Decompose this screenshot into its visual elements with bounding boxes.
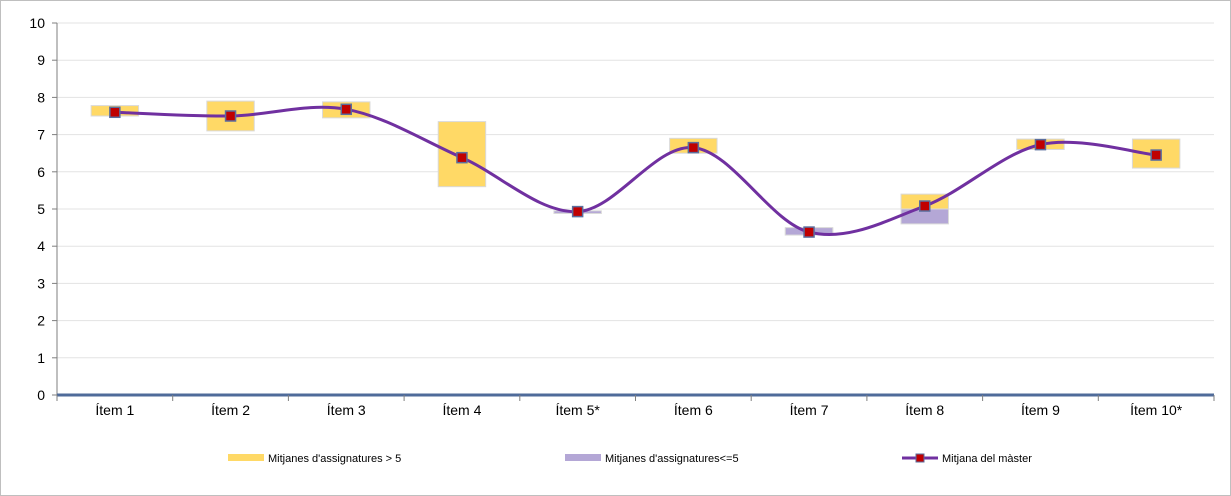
y-tick-label: 4	[37, 238, 45, 254]
y-tick-label: 2	[37, 313, 45, 329]
legend-item: Mitjana del màster	[902, 453, 1032, 465]
average-marker	[687, 141, 700, 154]
legend-label: Mitjana del màster	[942, 453, 1032, 465]
x-axis: Ítem 1 Ítem 2 Ítem 3 Ítem 4 Ítem 5* Ítem 6 Íte…	[56, 393, 1215, 418]
average-series-line	[114, 105, 1157, 237]
legend-label: Mitjanes d'assignatures > 5	[268, 453, 401, 465]
y-tick-label: 5	[37, 201, 45, 217]
x-tick-label: Ítem 8	[905, 402, 944, 418]
average-marker	[1150, 149, 1162, 161]
average-marker	[109, 106, 121, 119]
legend-swatch	[228, 454, 264, 461]
average-marker	[1034, 138, 1047, 151]
legend-item: Mitjanes d'assignatures > 5	[228, 453, 401, 465]
legend-item: Mitjanes d'assignatures<=5	[565, 453, 739, 465]
x-tick-label: Ítem 3	[327, 402, 366, 418]
average-marker	[456, 151, 468, 164]
average-markers	[109, 103, 1162, 238]
x-tick-label: Ítem 5*	[555, 402, 600, 418]
y-tick-label: 7	[37, 127, 45, 143]
legend: Mitjanes d'assignatures > 5 Mitjanes d'as…	[228, 453, 1032, 465]
y-tick-label: 3	[37, 275, 45, 291]
y-axis: 0 1 2 3 4 5 6 7 8 9 10	[29, 15, 58, 403]
y-tick-label: 10	[29, 15, 45, 31]
legend-swatch	[565, 454, 601, 461]
x-tick-label: Ítem 2	[211, 402, 250, 418]
average-marker	[224, 110, 237, 122]
average-marker	[340, 103, 352, 116]
grid	[57, 22, 1214, 359]
x-tick-label: Ítem 4	[442, 402, 481, 418]
average-marker	[571, 205, 584, 218]
y-tick-label: 0	[37, 387, 45, 403]
y-tick-label: 9	[37, 52, 45, 68]
x-tick-label: Ítem 10*	[1130, 402, 1183, 418]
y-tick-label: 8	[37, 89, 45, 105]
legend-label: Mitjanes d'assignatures<=5	[605, 453, 739, 465]
average-marker	[803, 226, 815, 238]
average-line	[114, 105, 1157, 237]
legend-swatch-marker	[915, 453, 925, 463]
x-tick-label: Ítem 1	[95, 402, 134, 418]
x-tick-label: Ítem 7	[790, 402, 829, 418]
y-tick-label: 1	[37, 350, 45, 366]
average-marker	[919, 200, 931, 212]
x-tick-label: Ítem 9	[1021, 402, 1060, 418]
x-tick-label: Ítem 6	[674, 402, 713, 418]
y-tick-label: 6	[37, 164, 45, 180]
